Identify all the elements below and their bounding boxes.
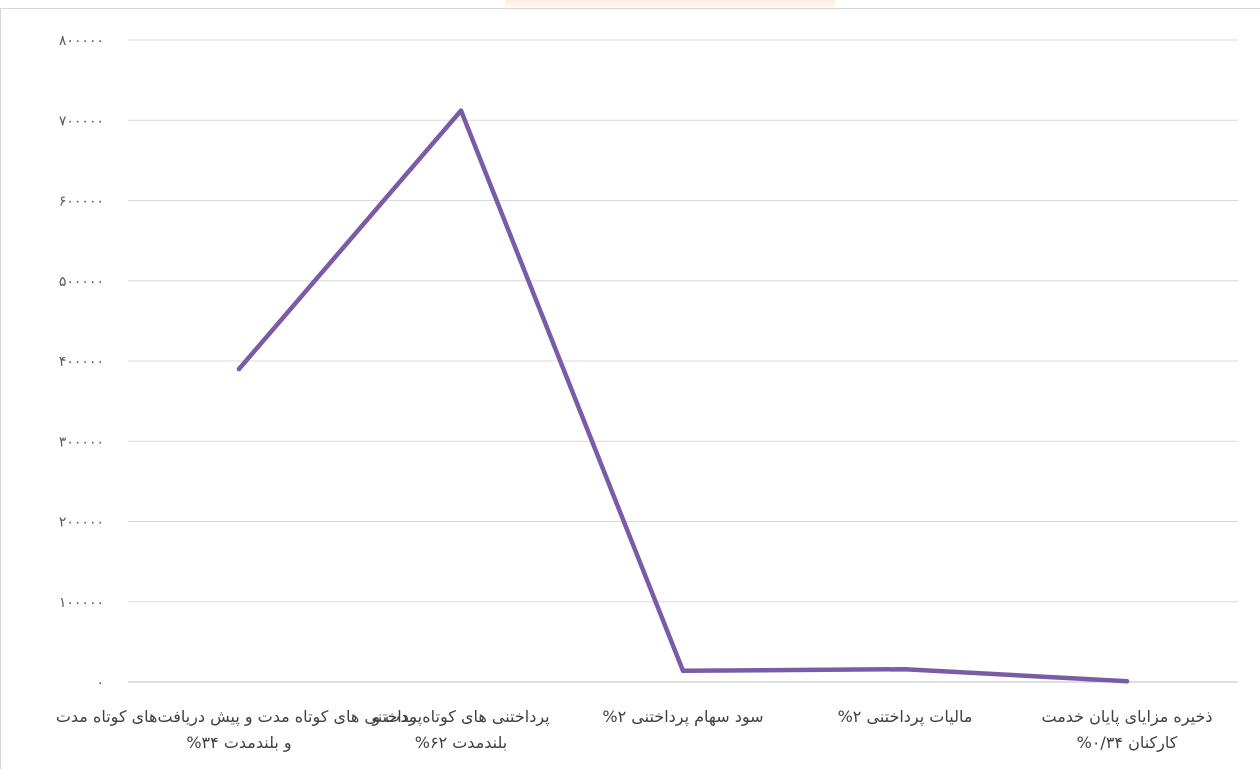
y-tick-label: ۴۰۰۰۰۰	[59, 354, 104, 370]
category-label: پرداختنی های کوتاه مدت و	[371, 707, 549, 727]
category-label: بلندمدت ۶۲%	[415, 733, 507, 752]
y-tick-label: ۵۰۰۰۰۰	[59, 274, 104, 290]
category-label: و بلندمدت ۳۴%	[186, 733, 291, 753]
series-line	[236, 108, 1130, 684]
y-tick-label: ۳۰۰۰۰۰	[59, 434, 104, 450]
category-label: مالیات پرداختنی ۲%	[838, 707, 973, 727]
header-accent-strip	[505, 0, 835, 12]
category-label: کارکنان ۰/۳۴%	[1077, 733, 1178, 753]
y-tick-label: ۸۰۰۰۰۰	[59, 33, 104, 49]
y-tick-label: ۱۰۰۰۰۰	[59, 595, 104, 611]
data-point	[680, 668, 686, 673]
data-point	[902, 666, 908, 672]
y-tick-label: ۲۰۰۰۰۰	[59, 515, 104, 531]
y-tick-label: ۶۰۰۰۰۰	[59, 194, 104, 210]
y-tick-label: ۷۰۰۰۰۰	[59, 113, 104, 129]
frame-top-border	[0, 8, 1260, 9]
data-point	[1124, 678, 1130, 684]
frame-left-border	[0, 8, 1, 769]
y-tick-label: ۰	[96, 675, 104, 691]
category-label: سود سهام پرداختنی ۲%	[602, 707, 763, 727]
data-point	[236, 366, 242, 372]
category-label: پرداختنی های کوتاه مدت و پیش دریافت‌های …	[56, 707, 422, 727]
data-point	[458, 108, 464, 113]
category-label: ذخیره مزایای پایان خدمت	[1042, 707, 1213, 727]
